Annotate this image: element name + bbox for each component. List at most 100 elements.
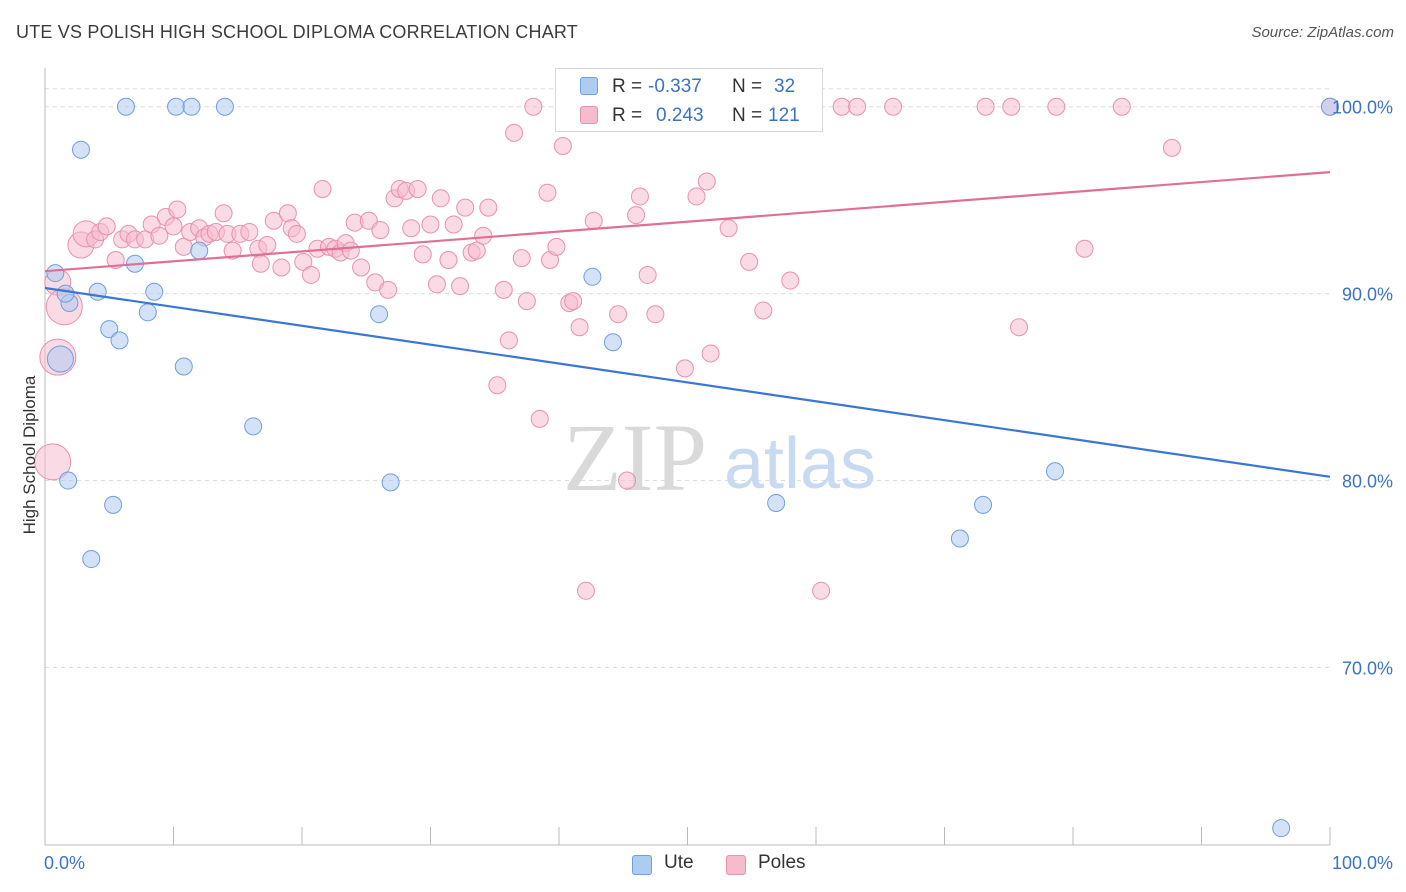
poles-point bbox=[570, 318, 589, 337]
poles-point bbox=[456, 198, 475, 217]
poles-point bbox=[479, 198, 498, 217]
poles-point bbox=[439, 250, 458, 269]
poles-point bbox=[421, 215, 440, 234]
poles-point bbox=[467, 241, 486, 260]
poles-point bbox=[1047, 97, 1066, 116]
ute-point bbox=[1321, 97, 1339, 116]
legend-row-ute: R = -0.337 N = 32 bbox=[556, 71, 822, 101]
x-tick-label-max: 100.0% bbox=[1332, 853, 1393, 873]
ute-point bbox=[1272, 819, 1291, 838]
ute-point bbox=[46, 264, 65, 283]
poles-point bbox=[618, 471, 637, 490]
grid-lines bbox=[45, 88, 1330, 668]
poles-point bbox=[781, 271, 800, 290]
poles-point bbox=[701, 344, 720, 363]
r-label: R = bbox=[612, 76, 643, 97]
poles-point bbox=[547, 237, 566, 256]
poles-point bbox=[371, 221, 390, 240]
ute-point bbox=[145, 282, 164, 301]
trend-lines bbox=[44, 171, 1331, 478]
ute-point bbox=[215, 97, 234, 116]
poles-point bbox=[106, 250, 125, 269]
poles-point bbox=[1002, 97, 1021, 116]
poles-point bbox=[754, 301, 773, 320]
poles-point bbox=[687, 187, 706, 206]
n-label: N = bbox=[732, 105, 763, 126]
poles-point bbox=[1112, 97, 1131, 116]
ute-point bbox=[174, 357, 193, 376]
tick-labels: 70.0% 80.0% 90.0% 100.0% 0.0% 100.0% bbox=[44, 98, 1393, 873]
ute-r-value: -0.337 bbox=[648, 76, 702, 97]
poles-swatch bbox=[580, 106, 598, 124]
poles-point bbox=[512, 249, 531, 268]
poles-point bbox=[538, 183, 557, 202]
poles-point bbox=[646, 305, 665, 324]
poles-point bbox=[451, 277, 470, 296]
poles-point bbox=[553, 136, 572, 155]
poles-point bbox=[530, 409, 549, 428]
poles-point bbox=[1075, 239, 1094, 258]
ute-point bbox=[82, 550, 101, 569]
poles-point bbox=[630, 187, 649, 206]
poles-point bbox=[697, 172, 716, 191]
chart-title: UTE VS POLISH HIGH SCHOOL DIPLOMA CORREL… bbox=[16, 22, 578, 42]
y-tick-label: 70.0% bbox=[1342, 658, 1393, 678]
poles-point bbox=[499, 331, 518, 350]
y-axis-label: High School Diploma bbox=[20, 375, 39, 534]
zipatlas-watermark: ZIP atlas bbox=[563, 404, 876, 511]
ute-point bbox=[46, 345, 74, 373]
y-tick-label: 100.0% bbox=[1332, 98, 1393, 118]
poles-point bbox=[431, 189, 450, 208]
ute-point bbox=[182, 97, 201, 116]
poles-point bbox=[576, 581, 595, 600]
poles-point bbox=[494, 280, 513, 299]
poles-point bbox=[976, 97, 995, 116]
ute-legend-swatch bbox=[632, 855, 652, 875]
y-tick-label: 80.0% bbox=[1342, 472, 1393, 492]
poles-point bbox=[341, 241, 360, 260]
poles-point bbox=[719, 219, 738, 238]
ute-trend-line bbox=[44, 286, 1331, 478]
legend-row-poles: R = 0.243 N = 121 bbox=[556, 100, 822, 130]
ute-point bbox=[974, 495, 993, 514]
poles-point bbox=[258, 236, 277, 255]
poles-point bbox=[564, 292, 583, 311]
watermark-zip: ZIP bbox=[563, 404, 707, 511]
source-label: Source: ZipAtlas.com bbox=[1251, 24, 1394, 41]
x-tick-label-min: 0.0% bbox=[44, 853, 85, 873]
poles-points bbox=[34, 97, 1339, 600]
ute-point bbox=[110, 331, 129, 350]
ute-swatch bbox=[580, 77, 598, 95]
poles-point bbox=[223, 241, 242, 260]
ute-n-value: 32 bbox=[774, 76, 796, 97]
ute-point bbox=[1046, 462, 1065, 481]
ute-point bbox=[381, 473, 400, 492]
poles-point bbox=[402, 219, 421, 238]
poles-point bbox=[517, 292, 536, 311]
ute-point bbox=[104, 495, 123, 514]
poles-point bbox=[301, 265, 320, 284]
poles-point bbox=[164, 217, 183, 236]
poles-point bbox=[524, 97, 543, 116]
ute-point bbox=[244, 417, 263, 436]
ute-point bbox=[56, 284, 75, 303]
poles-point bbox=[379, 280, 398, 299]
poles-point bbox=[168, 200, 187, 219]
poles-point bbox=[427, 275, 446, 294]
poles-point bbox=[214, 204, 233, 223]
ute-point bbox=[59, 471, 78, 490]
r-label: R = bbox=[612, 105, 643, 126]
ute-point bbox=[167, 97, 186, 116]
poles-point bbox=[584, 211, 603, 230]
ute-point bbox=[100, 320, 119, 339]
poles-point bbox=[408, 179, 427, 198]
poles-trend-line bbox=[44, 171, 1331, 273]
ute-points bbox=[46, 97, 1339, 838]
poles-point bbox=[638, 265, 657, 284]
ute-legend-label: Ute bbox=[664, 852, 694, 873]
poles-point bbox=[413, 245, 432, 264]
ute-point bbox=[71, 140, 90, 159]
ute-point bbox=[138, 303, 157, 322]
ute-point bbox=[950, 529, 969, 548]
